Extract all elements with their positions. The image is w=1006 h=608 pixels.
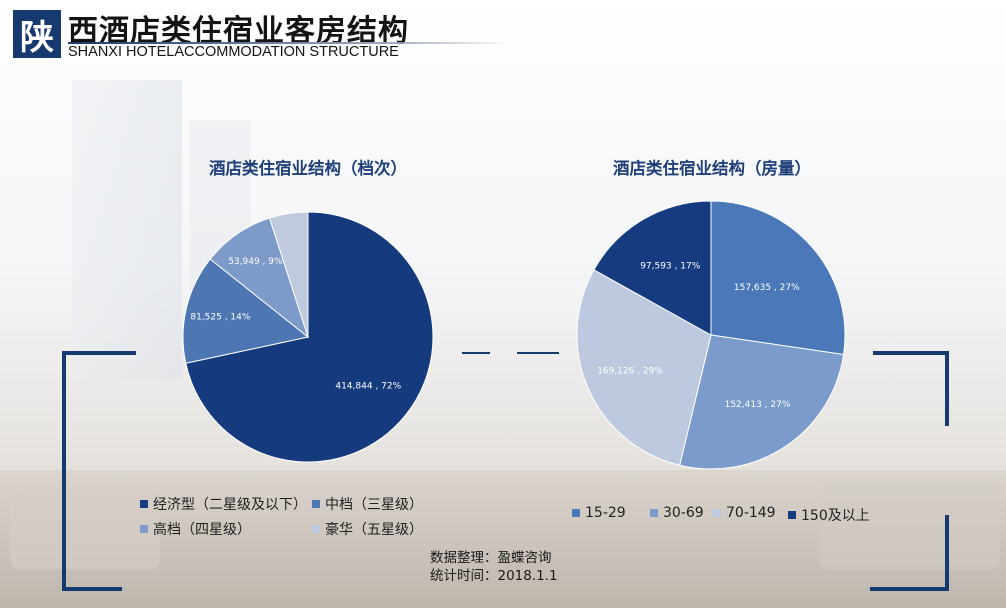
slice-data-label: 152,413 , 27% bbox=[725, 400, 791, 410]
legend-label: 15-29 bbox=[585, 505, 626, 521]
pie-slice bbox=[679, 334, 845, 470]
legend-swatch bbox=[650, 509, 658, 517]
slice-data-label: 97,593 , 17% bbox=[640, 262, 701, 272]
legend-label: 70-149 bbox=[726, 505, 776, 521]
pie-slice bbox=[268, 211, 309, 338]
frame-mid-dash-right bbox=[517, 352, 559, 354]
pie-slice bbox=[576, 269, 712, 466]
frame-right-top-bar bbox=[873, 351, 949, 355]
legend-swatch bbox=[312, 525, 320, 533]
legend-label: 豪华（五星级） bbox=[325, 522, 423, 538]
frame-right-vertical bbox=[945, 351, 949, 426]
legend-swatch bbox=[572, 509, 580, 517]
legend-swatch bbox=[788, 511, 796, 519]
legend-item: 豪华（五星级） bbox=[312, 519, 423, 539]
slice-data-label: 81,525 , 14% bbox=[190, 312, 251, 322]
slice-data-label: 169,126 , 29% bbox=[597, 367, 663, 377]
pie-slice bbox=[593, 200, 712, 336]
legend-label: 高档（四星级） bbox=[153, 522, 251, 538]
slice-data-label: 53,949 , 9% bbox=[228, 257, 283, 267]
legend-item: 70-149 bbox=[713, 505, 776, 521]
legend-item: 15-29 bbox=[572, 505, 626, 521]
legend-rooms: 15-29 30-69 70-149 150及以上 bbox=[572, 505, 872, 527]
legend-label: 经济型（二星级及以下） bbox=[153, 497, 307, 513]
pie-slice bbox=[185, 211, 434, 463]
legend-swatch bbox=[312, 500, 320, 508]
frame-left-vertical bbox=[62, 351, 66, 591]
title-badge: 陕 bbox=[13, 10, 61, 58]
title-underline bbox=[68, 42, 513, 44]
pie-slice bbox=[182, 258, 310, 364]
legend-label: 150及以上 bbox=[801, 508, 870, 524]
chart-title-rooms: 酒店类住宿业结构（房量） bbox=[613, 159, 811, 178]
slice-data-label: 157,635 , 27% bbox=[734, 283, 800, 293]
legend-grade: 经济型（二星级及以下） 中档（三星级） 高档（四星级） 豪华（五星级） bbox=[140, 494, 440, 544]
legend-swatch bbox=[140, 525, 148, 533]
source-note: 数据整理：盈蝶咨询 统计时间：2018.1.1 bbox=[430, 549, 558, 585]
legend-item: 中档（三星级） bbox=[312, 494, 423, 514]
pie-chart-grade: 414,844 , 72% 81,525 , 14% 53,949 , 9% bbox=[182, 211, 434, 463]
legend-label: 中档（三星级） bbox=[325, 497, 423, 513]
frame-right-vertical-lower bbox=[945, 515, 949, 591]
frame-right-bottom-bar bbox=[870, 587, 949, 591]
pie-slice bbox=[710, 200, 846, 356]
page-subtitle: SHANXI HOTELACCOMMODATION STRUCTURE bbox=[68, 44, 399, 60]
frame-left-top-bar bbox=[62, 351, 136, 355]
slice-data-label: 414,844 , 72% bbox=[335, 382, 401, 392]
background-sofa bbox=[10, 490, 160, 570]
legend-item: 经济型（二星级及以下） bbox=[140, 494, 307, 514]
legend-item: 150及以上 bbox=[788, 505, 870, 525]
legend-swatch bbox=[713, 509, 721, 517]
frame-mid-dash-left bbox=[462, 352, 490, 354]
date-line: 统计时间：2018.1.1 bbox=[430, 568, 558, 584]
background-building bbox=[72, 80, 182, 380]
legend-label: 30-69 bbox=[663, 505, 704, 521]
source-line: 数据整理：盈蝶咨询 bbox=[430, 550, 552, 566]
legend-item: 30-69 bbox=[650, 505, 704, 521]
legend-swatch bbox=[140, 500, 148, 508]
legend-item: 高档（四星级） bbox=[140, 519, 251, 539]
frame-left-bottom-bar bbox=[62, 587, 122, 591]
chart-title-grade: 酒店类住宿业结构（档次） bbox=[209, 159, 407, 178]
pie-chart-rooms: 157,635 , 27% 152,413 , 27% 169,126 , 29% 9… bbox=[576, 200, 846, 470]
